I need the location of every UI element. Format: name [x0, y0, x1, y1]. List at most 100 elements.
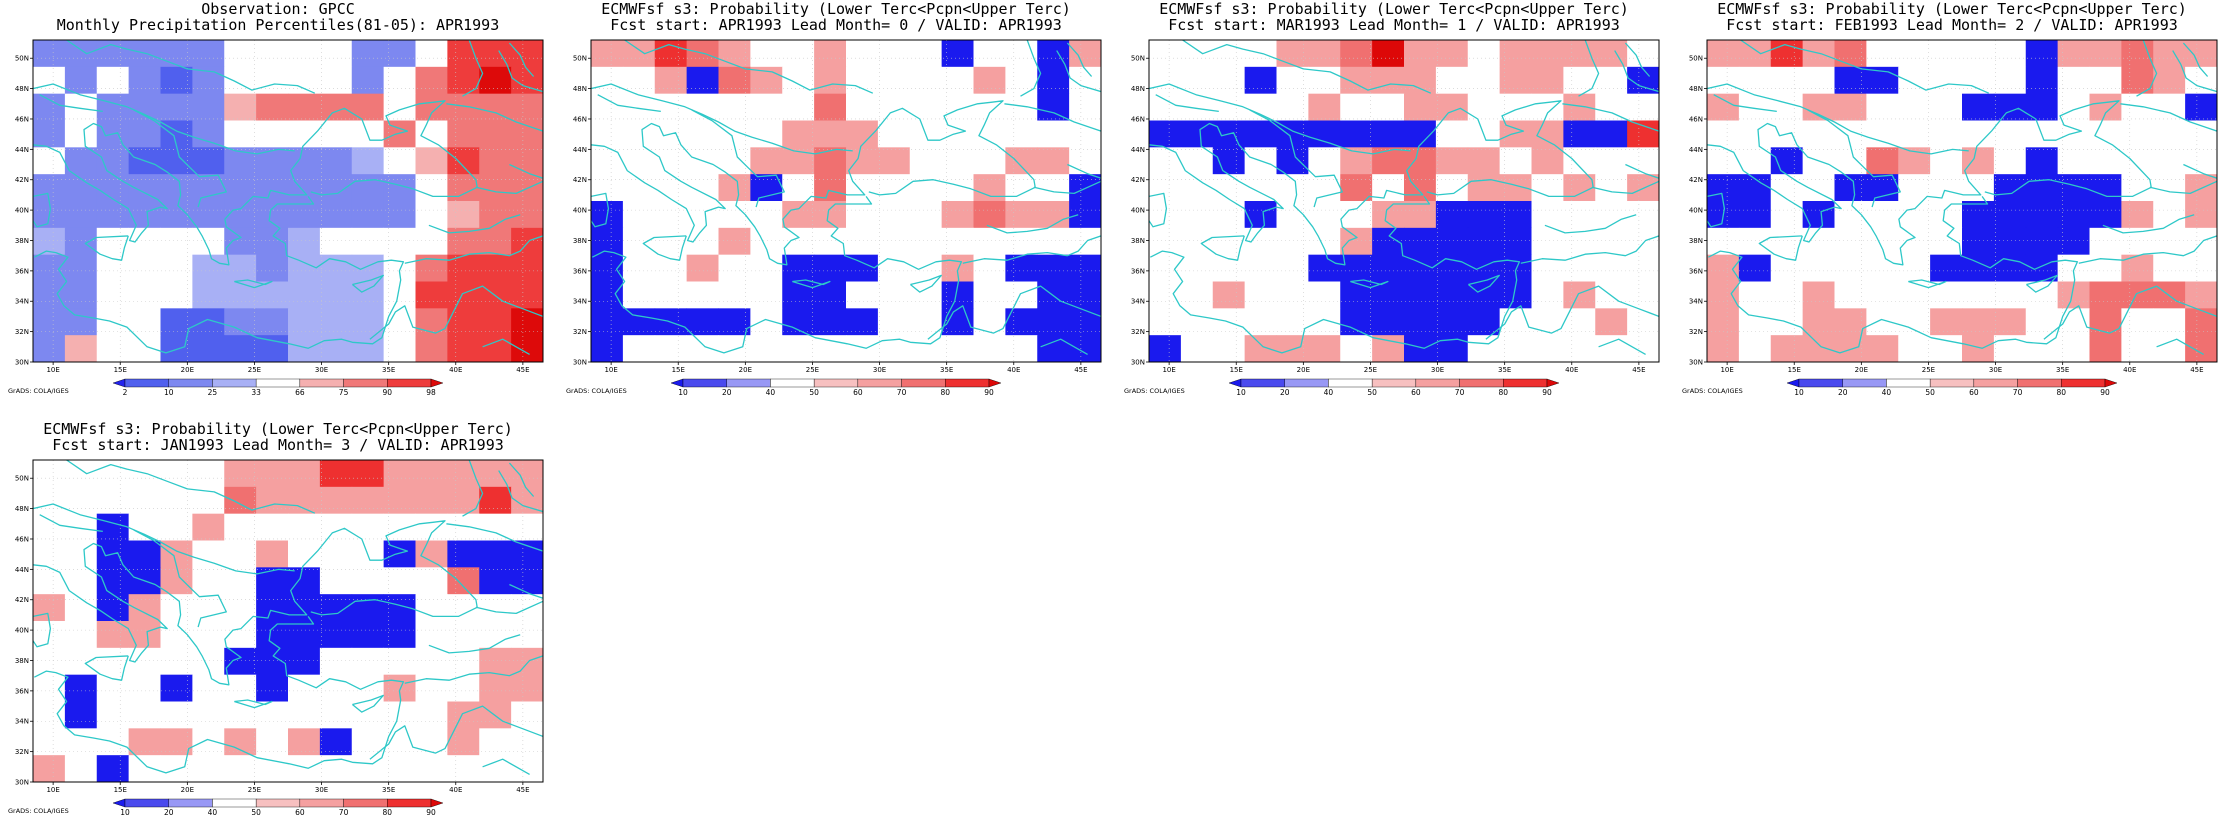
grid-cell [415, 513, 448, 541]
grid-cell [160, 174, 193, 202]
colorbar-tick-label: 40 [766, 388, 776, 397]
grid-cell [351, 281, 385, 309]
grid-cell [511, 460, 543, 488]
grid-cell [1276, 281, 1309, 309]
panel-title-line2: Fcst start: APR1993 Lead Month= 0 / VALI… [610, 16, 1062, 34]
grid-cell [288, 308, 321, 336]
grid-cell [351, 594, 385, 622]
coastline [482, 758, 530, 775]
grid-cell [686, 120, 719, 148]
grid-cell [1770, 93, 1804, 121]
lat-lon-gridlines [33, 40, 543, 363]
panel-title-line2: Fcst start: FEB1993 Lead Month= 2 / VALI… [1726, 16, 2178, 34]
grid-cell [415, 701, 448, 729]
grid-cell [877, 93, 911, 121]
y-tick-label: 44N [15, 566, 29, 574]
colorbar-segment [726, 378, 771, 388]
grid-cell [1149, 40, 1182, 68]
grid-cell [33, 755, 66, 782]
grid-cell [128, 93, 161, 121]
y-tick-label: 34N [573, 298, 587, 306]
grid-cell [319, 486, 353, 515]
y-tick-label: 46N [573, 115, 587, 123]
grid-cell [1149, 227, 1182, 256]
colorbar-segment [2104, 378, 2118, 388]
grid-cell [2121, 335, 2154, 362]
coastline [1708, 196, 2079, 354]
x-tick-label: 45E [1074, 366, 1087, 374]
grid-cell [160, 594, 193, 622]
grid-cell [351, 227, 385, 256]
grid-cell [1531, 93, 1564, 121]
grid-cell [1180, 335, 1214, 362]
grid-cell [192, 567, 225, 595]
grid-cell [1149, 254, 1182, 282]
x-tick-label: 30E [315, 366, 328, 374]
grid-cell [1866, 254, 1899, 282]
grid-cell [256, 647, 289, 676]
grid-cell [1738, 201, 1772, 229]
grid-cell [1435, 66, 1469, 95]
grid-cell [256, 40, 289, 68]
grid-cell [1276, 254, 1309, 282]
grid-cell [96, 701, 130, 729]
grid-cell [224, 174, 257, 202]
grid-cell [1866, 201, 1899, 229]
grid-cell [622, 227, 656, 256]
grid-cell [654, 93, 688, 121]
grid-cell [686, 66, 719, 95]
grid-cell [941, 66, 974, 95]
grid-cell [383, 147, 416, 175]
x-tick-label: 35E [2056, 366, 2069, 374]
colorbar-segment [1786, 378, 1800, 388]
grid-cell [192, 281, 225, 309]
grid-cell [288, 281, 321, 309]
grid-cell [750, 335, 783, 362]
grid-cell [288, 728, 321, 756]
grid-cell [1467, 227, 1501, 256]
grid-cell [288, 66, 321, 95]
colorbar-tick-label: 20 [722, 388, 732, 397]
grid-cell [479, 201, 512, 229]
grid-cell [2025, 201, 2059, 229]
grid-cell [160, 254, 193, 282]
y-tick-label: 36N [1131, 267, 1145, 275]
grid-cell [654, 66, 688, 95]
grid-cell [383, 335, 416, 362]
grid-cell [1866, 308, 1899, 336]
grid-cell [224, 308, 257, 336]
colorbar-segment [1415, 378, 1460, 388]
coastline [1707, 192, 1726, 228]
coastline [1004, 103, 1101, 132]
map-frame [590, 39, 1102, 363]
grid-cell [319, 674, 353, 702]
grid-cell [1898, 281, 1931, 309]
grid-cell [319, 701, 353, 729]
grid-cell [96, 567, 130, 595]
x-tick-label: 20E [739, 366, 752, 374]
grid-cell [941, 40, 974, 68]
grid-cell [415, 93, 448, 121]
grid-cell [319, 308, 353, 336]
colorbar: 10 20 40 50 60 70 80 90 [1228, 378, 1560, 397]
grid-cell [479, 755, 512, 782]
panel-title-line1: ECMWFsf s3: Probability (Lower Terc<Pcpn… [601, 0, 1071, 18]
grid-cell [1308, 147, 1341, 175]
grid-cell [415, 147, 448, 175]
grid-cell [160, 701, 193, 729]
coastline [351, 694, 384, 713]
grid-cell [319, 120, 353, 148]
grid-cell [686, 281, 719, 309]
grid-cell [1738, 40, 1772, 68]
colorbar: 10 20 40 50 60 70 80 90 [1786, 378, 2118, 397]
grid-cell [1531, 281, 1564, 309]
coastline [2183, 163, 2217, 179]
coastline [1467, 274, 1500, 293]
grid-cell [1738, 66, 1772, 95]
grid-cell [846, 227, 879, 256]
grid-cell [2089, 40, 2122, 68]
grid-cell [909, 147, 943, 175]
axis-tick-labels: 10E 15E 20E 25E 30E 35E 40E 45E 30N 32N 34N 36N 38N 4… [15, 475, 530, 794]
coastline [33, 612, 52, 648]
grid-cell [2089, 308, 2122, 336]
